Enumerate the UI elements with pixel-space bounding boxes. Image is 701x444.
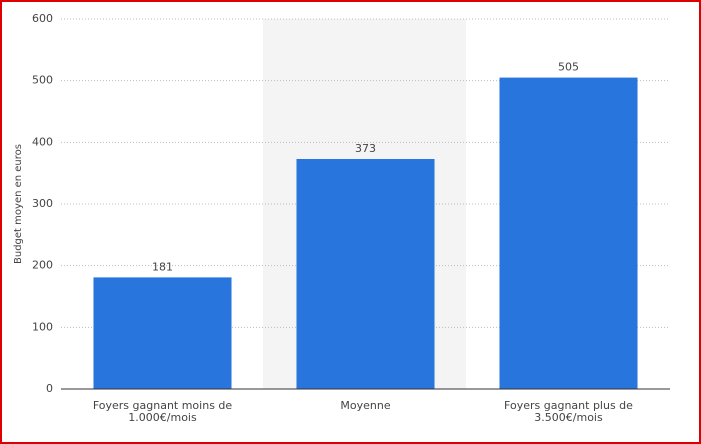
y-tick-label: 500 [32, 74, 53, 87]
x-tick-label: Moyenne [340, 399, 391, 412]
y-tick-label: 300 [32, 197, 53, 210]
bar [93, 277, 232, 389]
y-tick-label: 600 [32, 12, 53, 25]
bar [499, 77, 638, 389]
data-label: 181 [152, 260, 173, 273]
y-tick-label: 200 [32, 259, 53, 272]
bar [296, 158, 435, 389]
x-tick-label: Foyers gagnant plus de 3.500€/mois [504, 399, 633, 424]
y-tick-label: 100 [32, 320, 53, 333]
data-label: 505 [558, 61, 579, 74]
x-tick-label: Foyers gagnant moins de 1.000€/mois [92, 399, 233, 424]
y-axis-label: Budget moyen en euros [13, 144, 24, 264]
data-label: 373 [355, 142, 376, 155]
y-tick-label: 0 [46, 382, 53, 395]
y-tick-label: 400 [32, 135, 53, 148]
